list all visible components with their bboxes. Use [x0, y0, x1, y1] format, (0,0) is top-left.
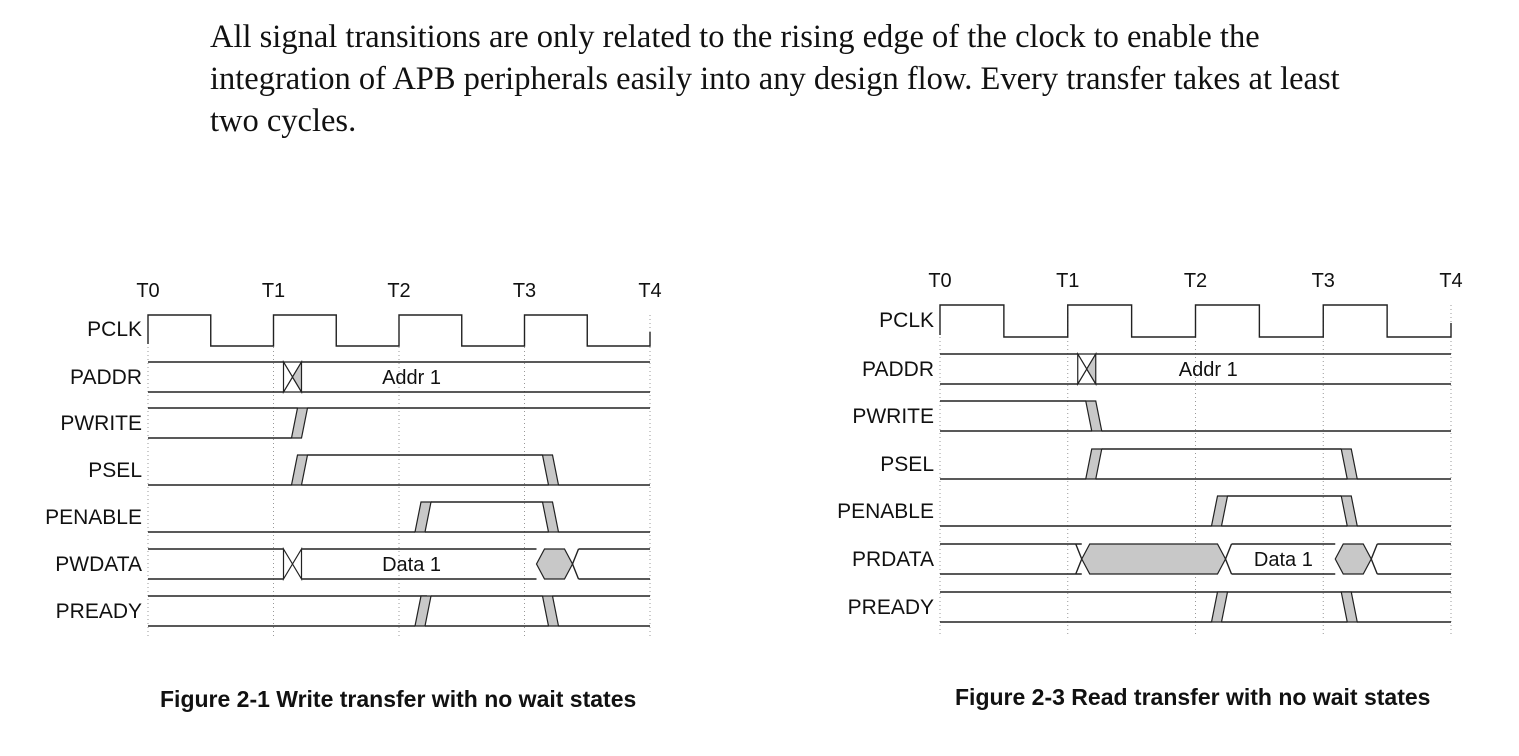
fig1-penable-fall	[541, 501, 560, 533]
fig2-prdata-hold	[1334, 543, 1372, 575]
fig2-prdata-x	[1075, 558, 1083, 575]
fig2-prdata-invalid	[1081, 543, 1227, 575]
fig1-time-label-t4: T4	[638, 280, 661, 302]
fig2-pclk-waveform	[939, 304, 1452, 338]
fig1-paddr-value: Addr 1	[382, 367, 441, 389]
fig1-paddr-x	[282, 361, 303, 379]
fig1-signal-label-paddr: PADDR	[70, 366, 142, 389]
fig2-prdata-value: Data 1	[1254, 549, 1313, 571]
paragraph-line-2: integration of APB peripherals easily in…	[210, 61, 1340, 97]
fig2-pwrite-fall	[1085, 400, 1103, 432]
fig2-prdata-x	[1370, 558, 1378, 575]
fig2-prdata-x	[1224, 558, 1233, 575]
fig1-pwdata-x	[282, 546, 303, 582]
fig1-signal-label-psel: PSEL	[88, 459, 142, 482]
body-paragraph: All signal transitions are only related …	[210, 16, 1470, 142]
fig1-time-label-t1: T1	[262, 280, 285, 302]
fig1-time-label-t3: T3	[513, 280, 536, 302]
paragraph-line-1: All signal transitions are only related …	[210, 19, 1260, 55]
fig1-signal-label-pclk: PCLK	[87, 318, 142, 341]
fig2-paddr-x	[1077, 351, 1088, 387]
fig1-pready-rise	[414, 595, 432, 627]
fig2-psel-rise	[1085, 448, 1103, 480]
fig2-signal-label-prdata: PRDATA	[852, 548, 934, 571]
fig2-paddr-value: Addr 1	[1179, 359, 1238, 381]
fig2-signal-label-pready: PREADY	[848, 596, 934, 619]
fig1-pwdata-x	[571, 563, 580, 580]
fig1-pready-fall	[541, 595, 560, 627]
fig1-pwrite-rise	[290, 407, 309, 439]
fig1-pwdata-hold	[535, 548, 574, 580]
fig2-time-label-t4: T4	[1439, 270, 1462, 292]
fig2-paddr-transition	[1086, 351, 1097, 387]
fig2-prdata-x	[1075, 543, 1083, 560]
fig1-signal-label-penable: PENABLE	[45, 506, 142, 529]
fig2-time-label-t0: T0	[928, 270, 951, 292]
fig1-pclk-waveform	[147, 314, 651, 347]
fig2-prdata-x	[1370, 543, 1378, 560]
fig1-time-label-t0: T0	[136, 280, 159, 302]
fig2-psel-fall	[1340, 448, 1358, 480]
fig1-signal-label-pwrite: PWRITE	[60, 412, 142, 435]
fig2-time-label-t2: T2	[1184, 270, 1207, 292]
fig1-psel-rise	[290, 454, 309, 486]
fig1-paddr-x	[282, 375, 303, 393]
fig1-pwdata-x	[571, 548, 580, 565]
fig2-prdata-x	[1224, 543, 1233, 560]
fig1-paddr-x	[282, 359, 294, 395]
fig2-pready-fall	[1340, 591, 1358, 623]
fig1-psel-fall	[541, 454, 560, 486]
figure-caption-write: Figure 2-1 Write transfer with no wait s…	[160, 686, 637, 712]
fig1-paddr-transition	[291, 359, 303, 395]
fig1-pwdata-value: Data 1	[382, 554, 441, 576]
fig1-penable-rise	[414, 501, 432, 533]
fig2-signal-label-psel: PSEL	[880, 453, 934, 476]
fig1-time-label-t2: T2	[387, 280, 410, 302]
fig2-paddr-x	[1076, 367, 1097, 385]
fig2-pready-rise	[1210, 591, 1229, 623]
fig1-signal-label-pwdata: PWDATA	[55, 553, 142, 576]
fig2-signal-label-pclk: PCLK	[879, 309, 934, 332]
paragraph-line-3: two cycles.	[210, 103, 357, 139]
fig2-penable-rise	[1210, 495, 1229, 527]
figure-caption-read: Figure 2-3 Read transfer with no wait st…	[955, 684, 1431, 710]
fig2-signal-label-paddr: PADDR	[862, 358, 934, 381]
fig2-penable-fall	[1340, 495, 1358, 527]
fig2-time-label-t1: T1	[1056, 270, 1079, 292]
fig1-signal-label-pready: PREADY	[56, 600, 142, 623]
fig2-paddr-x	[1076, 353, 1097, 371]
fig2-signal-label-pwrite: PWRITE	[852, 405, 934, 428]
fig2-signal-label-penable: PENABLE	[837, 500, 934, 523]
fig2-time-label-t3: T3	[1312, 270, 1335, 292]
